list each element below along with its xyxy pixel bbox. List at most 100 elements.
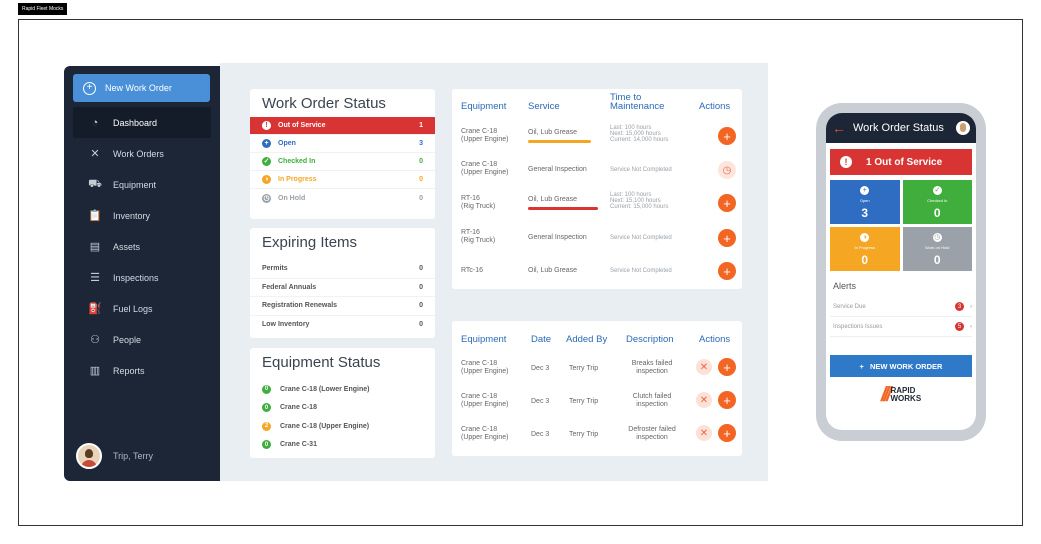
status-count: 3 [419,140,423,147]
add-work-order-button[interactable]: + [718,358,736,376]
tile-label: Checked In [927,198,948,203]
status-row-checked-in[interactable]: ✓ Checked In 0 [250,153,435,171]
chevron-right-icon: › [970,303,972,310]
status-row-open[interactable]: + Open 3 [250,135,435,153]
sidebar-item-label: Inventory [113,210,151,221]
tile-checked-in[interactable]: ✓ Checked In 0 [902,180,972,224]
alert-row-inspection-issues[interactable]: Inspections Issues 5 › [830,317,972,337]
expiring-row-low-inventory[interactable]: Low Inventory 0 [250,316,435,335]
sidebar-item-label: People [113,334,142,345]
issue-equipment: Crane C-18 [461,426,498,433]
plus-icon: + [859,361,864,371]
clock-icon: ◷ [262,193,271,203]
avatar [76,443,102,469]
status-label: In Progress [278,176,317,183]
issue-description: Defroster failed [628,426,676,433]
maint-next: Next: 15,100 hours [610,198,661,204]
sidebar-item-people[interactable]: ⚇ People [64,324,220,355]
work-order-status-card: Work Order Status ! Out of Service 1 + Ope… [250,89,435,219]
sidebar: + New Work Order ◔ Dashboard ✕ Work Orders… [64,66,220,481]
sidebar-item-dashboard[interactable]: ◔ Dashboard [73,107,211,138]
equipment-badge: 2 [262,421,271,431]
maint-equipment: RT-16 [461,195,480,202]
maint-progress-bar [528,140,591,143]
sidebar-nav: ◔ Dashboard ✕ Work Orders ⛟ Equipment 📋 Inve… [64,107,220,386]
maint-current: Current: 14,000 hours [610,137,669,143]
alerts-title: Alerts [833,281,857,291]
status-row-in-progress[interactable]: ◑ In Progress 0 [250,171,435,189]
new-work-order-button[interactable]: + New Work Order [73,74,210,102]
dismiss-issue-button[interactable]: ✕ [696,359,712,375]
sidebar-item-label: Inspections [113,272,159,283]
maint-equipment: RT-16 [461,229,480,236]
tile-value: 0 [933,253,941,267]
out-of-service-alert[interactable]: ! 1 Out of Service [830,149,972,175]
tile-open[interactable]: + Open 3 [830,180,900,224]
equipment-status-title: Equipment Status [262,354,381,371]
expiring-row-federal-annuals[interactable]: Federal Annuals 0 [250,279,435,297]
progress-icon: ◑ [262,175,271,184]
check-icon: ✓ [932,186,942,195]
sidebar-item-label: Equipment [113,179,157,190]
sidebar-item-work-orders[interactable]: ✕ Work Orders [64,138,220,169]
col-equipment: Equipment [461,101,507,112]
new-work-order-label: NEW WORK ORDER [869,361,943,371]
sidebar-item-label: Reports [113,365,145,376]
issue-date: Dec 3 [531,365,550,372]
add-work-order-button[interactable]: + [718,391,736,409]
user-icon[interactable] [956,121,970,135]
status-label: On Hold [278,194,306,202]
sidebar-item-inventory[interactable]: 📋 Inventory [64,200,220,231]
user-profile[interactable]: Trip, Terry [76,443,153,469]
equipment-row[interactable]: 0 Crane C-31 [250,436,435,455]
maint-equipment: Crane C-18 [461,161,498,168]
maint-status: Service Not Completed [610,268,672,274]
sidebar-item-inspections[interactable]: ☰ Inspections [64,262,220,293]
add-work-order-button[interactable]: + [718,424,736,442]
add-work-order-button[interactable]: + [718,229,736,247]
phone-new-work-order-button[interactable]: + NEW WORK ORDER [830,355,972,377]
col-service: Service [528,101,560,112]
add-work-order-button[interactable]: + [718,127,736,145]
expiring-count: 0 [419,265,423,273]
dashboard-main: Work Order Status ! Out of Service 1 + Ope… [220,63,768,481]
tile-on-hold[interactable]: ◷ Work on Hold 0 [902,227,972,271]
equipment-badge: 0 [262,403,271,413]
status-label: Checked In [278,158,316,165]
people-icon: ⚇ [90,334,100,346]
alert-row-service-due[interactable]: Service Due 3 › [830,297,972,317]
truck-icon: ⛟ [88,177,102,190]
checklist-icon: ☰ [90,272,100,284]
back-arrow-icon[interactable]: ← [832,120,846,136]
maintenance-card: Equipment Service Time to Maintenance Ac… [452,89,742,289]
status-row-out-of-service[interactable]: ! Out of Service 1 [250,117,435,135]
tile-in-progress[interactable]: ◑ In Progress 0 [830,227,900,271]
chart-icon: ▥ [89,365,101,377]
out-of-service-label: 1 Out of Service [866,156,943,168]
maint-service: Oil, Lub Grease [528,267,578,274]
equipment-row[interactable]: 2 Crane C-18 (Upper Engine) [250,417,435,436]
status-row-on-hold[interactable]: ◷ On Hold 0 [250,189,435,207]
plus-icon: + [262,139,271,148]
sidebar-item-equipment[interactable]: ⛟ Equipment [64,169,220,200]
add-work-order-button[interactable]: + [718,262,736,280]
expiring-row-registration-renewals[interactable]: Registration Renewals 0 [250,297,435,316]
issue-added-by: Terry Trip [569,365,599,372]
tile-value: 0 [861,253,869,267]
sidebar-item-assets[interactable]: ▤ Assets [64,231,220,262]
status-count: 0 [419,176,423,183]
maint-status: Service Not Completed [610,167,672,173]
equipment-badge: 0 [262,440,271,450]
equipment-row[interactable]: 0 Crane C-18 [250,399,435,418]
sidebar-item-fuel-logs[interactable]: ⛽ Fuel Logs [64,293,220,324]
dismiss-issue-button[interactable]: ✕ [696,425,712,441]
add-work-order-button[interactable]: + [718,194,736,212]
dismiss-issue-button[interactable]: ✕ [696,392,712,408]
clock-icon[interactable]: ◷ [718,161,736,179]
sidebar-item-reports[interactable]: ▥ Reports [64,355,220,386]
equipment-row[interactable]: 0 Crane C-18 (Lower Engine) [250,380,435,399]
issue-description: Breaks failed [631,360,673,367]
maint-service: Oil, Lub Grease [528,129,578,136]
expiring-row-permits[interactable]: Permits 0 [250,260,435,279]
alert-count-badge: 5 [955,322,964,331]
